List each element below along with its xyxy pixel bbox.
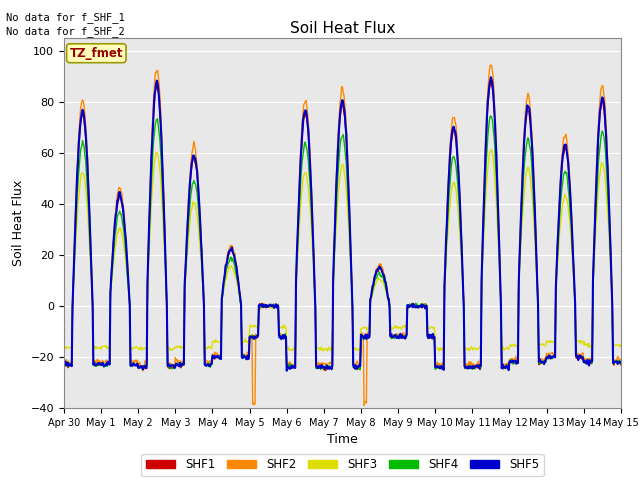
- SHF3: [335, 187, 342, 192]
- SHF1: [617, 362, 625, 368]
- SHF1: [335, 138, 342, 144]
- SHF1: [389, 334, 397, 339]
- SHF4: [444, 218, 451, 224]
- SHF2: [617, 356, 625, 362]
- SHF2: [182, 244, 190, 250]
- SHF1: [182, 251, 190, 256]
- SHF2: [206, 358, 214, 364]
- SHF5: [444, 202, 451, 207]
- SHF3: [60, 342, 68, 348]
- Legend: SHF1, SHF2, SHF3, SHF4, SHF5: SHF1, SHF2, SHF3, SHF4, SHF5: [141, 454, 543, 476]
- SHF4: [182, 259, 190, 264]
- Line: SHF5: SHF5: [64, 77, 621, 371]
- SHF2: [389, 334, 397, 339]
- Text: TZ_fmet: TZ_fmet: [70, 47, 123, 60]
- SHF5: [487, 74, 495, 80]
- SHF2: [334, 139, 342, 144]
- SHF1: [321, 368, 329, 373]
- Line: SHF1: SHF1: [64, 81, 621, 371]
- Line: SHF2: SHF2: [64, 65, 621, 405]
- Title: Soil Heat Flux: Soil Heat Flux: [290, 21, 395, 36]
- SHF4: [617, 359, 625, 365]
- SHF2: [487, 62, 495, 68]
- SHF2: [568, 207, 575, 213]
- SHF4: [283, 367, 291, 373]
- Y-axis label: Soil Heat Flux: Soil Heat Flux: [12, 180, 25, 266]
- SHF5: [182, 252, 190, 257]
- SHF5: [568, 212, 575, 218]
- X-axis label: Time: Time: [327, 433, 358, 446]
- SHF3: [568, 241, 575, 247]
- SHF3: [444, 233, 451, 239]
- SHF3: [182, 266, 190, 272]
- SHF1: [444, 203, 451, 208]
- Line: SHF3: SHF3: [64, 149, 621, 352]
- SHF1: [568, 212, 575, 218]
- Line: SHF4: SHF4: [64, 116, 621, 370]
- SHF5: [335, 133, 342, 139]
- SHF1: [487, 78, 495, 84]
- SHF1: [60, 360, 68, 365]
- SHF4: [568, 226, 575, 232]
- SHF2: [444, 195, 451, 201]
- SHF5: [283, 368, 291, 373]
- SHF4: [206, 364, 214, 370]
- SHF4: [60, 362, 68, 368]
- SHF3: [206, 345, 214, 350]
- SHF5: [389, 335, 397, 340]
- SHF3: [488, 146, 495, 152]
- SHF2: [360, 402, 368, 408]
- SHF3: [617, 342, 625, 348]
- SHF2: [60, 360, 68, 365]
- SHF1: [206, 362, 214, 368]
- SHF3: [328, 349, 336, 355]
- SHF4: [487, 113, 495, 119]
- SHF4: [389, 334, 397, 339]
- Text: No data for f_SHF_1: No data for f_SHF_1: [6, 12, 125, 23]
- SHF5: [206, 362, 214, 368]
- SHF4: [335, 163, 342, 168]
- SHF3: [389, 326, 397, 332]
- SHF5: [60, 361, 68, 367]
- Text: No data for f_SHF_2: No data for f_SHF_2: [6, 26, 125, 37]
- SHF5: [617, 359, 625, 365]
